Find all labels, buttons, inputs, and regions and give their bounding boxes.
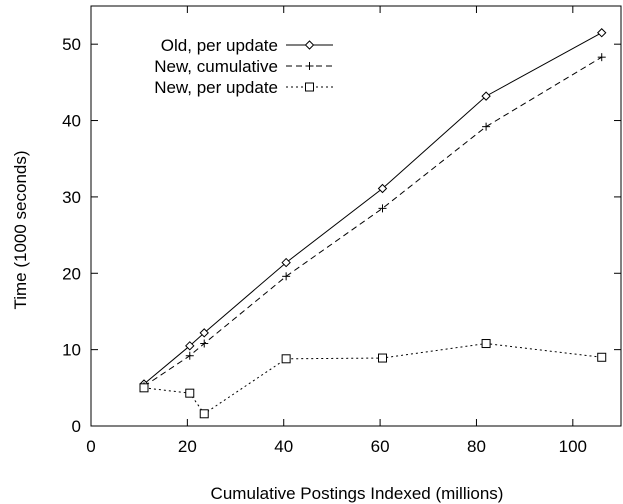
data-point (481, 339, 491, 349)
y-tick-label: 30 (62, 188, 81, 207)
y-tick-label: 40 (62, 112, 81, 131)
x-tick-label: 0 (86, 437, 95, 456)
legend-label: Old, per update (161, 36, 278, 55)
data-point (281, 354, 291, 364)
data-point (200, 339, 209, 348)
y-tick-label: 10 (62, 341, 81, 360)
data-point (199, 409, 209, 419)
data-point (377, 183, 388, 194)
data-point (597, 53, 606, 62)
data-point (482, 122, 491, 131)
data-point (481, 91, 491, 101)
data-point (597, 28, 607, 38)
x-tick-label: 100 (559, 437, 587, 456)
series-line (143, 343, 602, 415)
data-point (378, 353, 387, 363)
x-tick-label: 60 (371, 437, 390, 456)
plot-frame (90, 5, 622, 427)
y-tick-label: 50 (62, 35, 81, 54)
legend-marker (305, 82, 314, 92)
y-tick-label: 20 (62, 264, 81, 283)
data-point (185, 341, 195, 351)
x-tick-label: 20 (178, 437, 197, 456)
data-point (282, 272, 291, 281)
axes: 0 20 40 60 80 100 0 10 20 30 40 50 (62, 5, 622, 456)
y-tick-label: 0 (72, 417, 81, 436)
legend-label: New, per update (154, 78, 278, 97)
legend: Old, per update New, cumulative New, per u… (154, 36, 333, 97)
y-axis-title: Time (1000 seconds) (11, 150, 30, 309)
data-point (185, 388, 195, 398)
data-point (139, 383, 149, 393)
series-3 (139, 339, 607, 419)
x-tick-label: 40 (274, 437, 293, 456)
legend-entry: Old, per update (161, 36, 333, 55)
series-2 (140, 53, 606, 391)
data-point (199, 328, 209, 338)
data-point (185, 351, 194, 360)
legend-entry: New, cumulative (154, 57, 333, 76)
data-point (378, 204, 387, 213)
legend-marker (304, 40, 315, 50)
legend-entry: New, per update (154, 78, 333, 97)
series-line (143, 56, 602, 387)
x-tick-label: 80 (467, 437, 486, 456)
x-axis-title: Cumulative Postings Indexed (millions) (211, 484, 504, 503)
data-point (281, 257, 291, 268)
series-layer (139, 28, 607, 419)
legend-marker (305, 62, 314, 70)
data-point (597, 352, 607, 362)
legend-label: New, cumulative (154, 57, 278, 76)
